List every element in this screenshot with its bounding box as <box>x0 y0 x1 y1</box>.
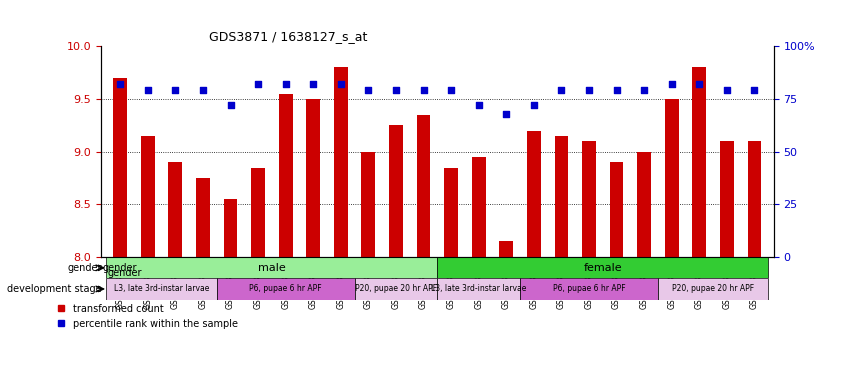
Point <box>444 87 458 93</box>
Point <box>472 102 485 108</box>
Point <box>224 102 237 108</box>
Bar <box>748 141 761 257</box>
Bar <box>251 167 265 257</box>
Point <box>196 87 209 93</box>
Point <box>279 81 293 87</box>
Point <box>417 87 431 93</box>
Bar <box>554 136 569 257</box>
Bar <box>527 131 541 257</box>
Text: female: female <box>584 263 622 273</box>
Point <box>720 87 733 93</box>
Point <box>169 87 182 93</box>
Text: gender: gender <box>103 263 137 273</box>
Bar <box>444 167 458 257</box>
Point <box>637 87 651 93</box>
Bar <box>720 141 733 257</box>
Text: P20, pupae 20 hr APF: P20, pupae 20 hr APF <box>355 285 437 293</box>
Point <box>582 87 595 93</box>
Text: L3, late 3rd-instar larvae: L3, late 3rd-instar larvae <box>431 285 526 293</box>
FancyBboxPatch shape <box>107 278 217 300</box>
Point <box>362 87 375 93</box>
Point <box>114 81 127 87</box>
Bar <box>500 242 513 257</box>
Text: gender: gender <box>108 268 142 278</box>
Bar <box>637 152 651 257</box>
Bar <box>582 141 596 257</box>
Bar <box>362 152 375 257</box>
Bar <box>278 94 293 257</box>
Text: P6, pupae 6 hr APF: P6, pupae 6 hr APF <box>553 285 626 293</box>
Bar <box>610 162 623 257</box>
Bar <box>114 78 127 257</box>
Bar <box>334 67 347 257</box>
Point <box>527 102 541 108</box>
Bar <box>692 67 706 257</box>
FancyBboxPatch shape <box>437 257 768 278</box>
Point <box>748 87 761 93</box>
Text: P20, pupae 20 hr APF: P20, pupae 20 hr APF <box>672 285 754 293</box>
FancyBboxPatch shape <box>217 278 355 300</box>
Legend: transformed count, percentile rank within the sample: transformed count, percentile rank withi… <box>52 300 242 333</box>
Point <box>692 81 706 87</box>
Point <box>251 81 265 87</box>
Point <box>665 81 679 87</box>
Bar <box>306 99 320 257</box>
Text: L3, late 3rd-instar larvae: L3, late 3rd-instar larvae <box>114 285 209 293</box>
Bar <box>389 125 403 257</box>
Point <box>500 111 513 117</box>
Text: GDS3871 / 1638127_s_at: GDS3871 / 1638127_s_at <box>209 30 367 43</box>
Text: male: male <box>258 263 286 273</box>
FancyBboxPatch shape <box>658 278 768 300</box>
Bar <box>141 136 155 257</box>
FancyBboxPatch shape <box>437 278 520 300</box>
Point <box>555 87 569 93</box>
Text: development stage: development stage <box>8 284 102 294</box>
Point <box>389 87 403 93</box>
Bar <box>416 115 431 257</box>
Point <box>334 81 347 87</box>
Point <box>141 87 155 93</box>
Bar <box>224 199 237 257</box>
FancyBboxPatch shape <box>107 257 437 278</box>
Text: gender: gender <box>67 263 102 273</box>
Bar <box>664 99 679 257</box>
Point <box>610 87 623 93</box>
Text: P6, pupae 6 hr APF: P6, pupae 6 hr APF <box>249 285 322 293</box>
Bar <box>196 178 210 257</box>
Point <box>306 81 320 87</box>
Bar <box>472 157 485 257</box>
FancyBboxPatch shape <box>355 278 437 300</box>
Bar <box>168 162 182 257</box>
FancyBboxPatch shape <box>520 278 658 300</box>
